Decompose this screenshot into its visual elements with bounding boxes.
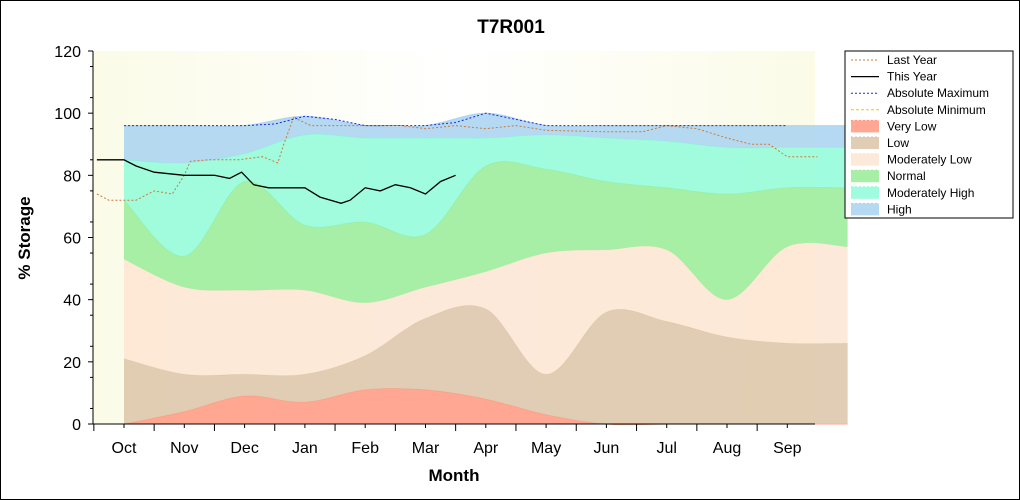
legend-swatch-moderately-high (851, 186, 879, 199)
legend-entry-very-low: Very Low (887, 119, 937, 133)
series-lines (96, 112, 818, 204)
y-tick-label: 100 (54, 106, 81, 123)
x-tick-label: Dec (230, 440, 258, 457)
y-tick-label: 80 (63, 168, 81, 185)
x-tick-label: Nov (170, 440, 198, 457)
series-this-year (96, 159, 456, 204)
legend-entry-absolute-minimum: Absolute Minimum (887, 103, 986, 117)
x-tick-label: Apr (473, 440, 499, 457)
y-tick-label: 20 (63, 355, 81, 372)
tick-labels: 0 20 40 60 80 100 120 Oct Nov Dec Jan Feb Mar Apr May J… (54, 44, 801, 457)
band-moderately-low (124, 242, 848, 376)
x-tick-label: Aug (713, 440, 741, 457)
y-tick-label: 60 (63, 231, 81, 248)
x-axis-label: Month (429, 466, 480, 485)
legend-swatch-high (851, 203, 879, 216)
legend-swatch-moderately-low (851, 153, 879, 166)
legend-entry-last-year: Last Year (887, 53, 937, 67)
x-tick-label: Sep (773, 440, 802, 457)
legend-entry-moderately-high: Moderately High (887, 186, 974, 200)
legend-swatch-low (851, 137, 879, 149)
x-tick-label: Mar (412, 440, 440, 457)
axes (88, 50, 815, 431)
legend-entry-absolute-maximum: Absolute Maximum (887, 86, 989, 100)
y-axis-label: % Storage (15, 196, 34, 279)
y-tick-label: 40 (63, 293, 81, 310)
legend-entry-moderately-low: Moderately Low (887, 153, 972, 167)
legend-entry-this-year: This Year (887, 70, 937, 84)
y-tick-label: 120 (54, 44, 81, 61)
y-tick-label: 0 (72, 417, 81, 434)
series-last-year (96, 115, 818, 201)
x-tick-label: Jul (656, 440, 676, 457)
percentile-bands (123, 112, 848, 426)
x-tick-label: Feb (351, 440, 379, 457)
band-normal (124, 161, 848, 303)
band-very-low (124, 388, 848, 425)
x-tick-label: Jan (292, 440, 318, 457)
legend-swatch-very-low (851, 120, 879, 133)
band-low (124, 305, 848, 425)
x-tick-label: Jun (594, 440, 620, 457)
legend-entry-low: Low (887, 136, 909, 150)
band-moderately-high (124, 134, 848, 257)
legend-entry-high: High (887, 202, 912, 216)
legend-entry-normal: Normal (887, 169, 926, 183)
chart-title: T7R001 (477, 17, 545, 38)
x-tick-label: Oct (112, 440, 137, 457)
series-absolute-maximum (124, 112, 788, 127)
legend: Last Year This Year Absolute Maximum Absolu… (844, 50, 1014, 219)
x-tick-label: May (531, 440, 561, 457)
legend-swatch-normal (851, 170, 879, 183)
